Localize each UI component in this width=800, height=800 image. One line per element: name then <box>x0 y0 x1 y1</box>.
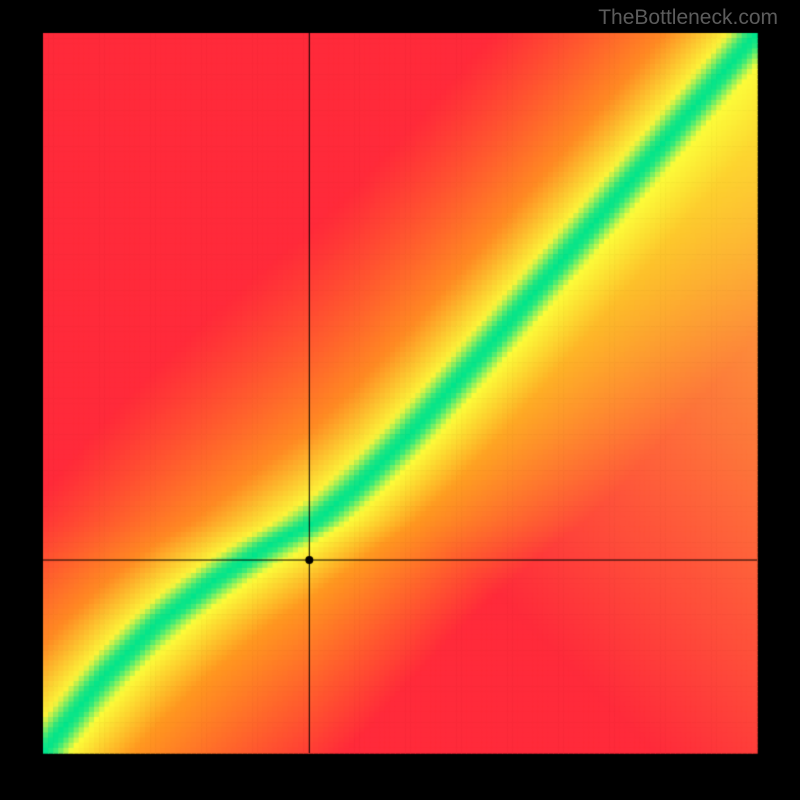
chart-container: TheBottleneck.com <box>0 0 800 800</box>
watermark-text: TheBottleneck.com <box>598 6 778 30</box>
heatmap-canvas <box>0 0 800 800</box>
